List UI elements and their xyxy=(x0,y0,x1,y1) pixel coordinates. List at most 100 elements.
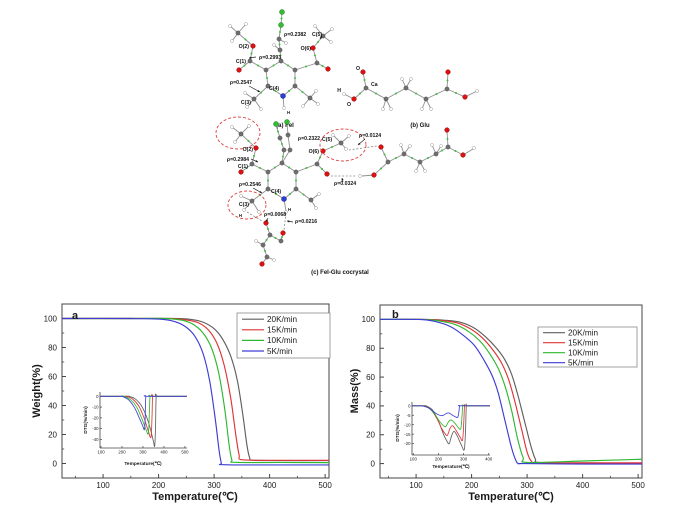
bond-critical-point xyxy=(454,150,457,152)
inset-series-line-15K/min xyxy=(412,404,490,442)
annotation-arrowhead xyxy=(255,159,258,163)
atom-H xyxy=(239,194,243,198)
inset-x-axis-title: Temperature(℃) xyxy=(124,460,162,467)
x-tick-label: 500 xyxy=(318,481,332,490)
atom-C xyxy=(403,85,409,91)
inset-x-tick-label: 300 xyxy=(139,450,147,455)
atom-C xyxy=(279,160,285,166)
y-tick-label: 100 xyxy=(362,315,376,324)
atom-O xyxy=(360,69,366,75)
bond-critical-point xyxy=(288,166,290,169)
x-tick-label: 400 xyxy=(263,481,277,490)
atom-label: C(5) xyxy=(322,137,332,143)
atom-C xyxy=(363,85,369,91)
bond-critical-point xyxy=(275,193,277,195)
atom-H xyxy=(317,192,321,196)
atom-label: Ca xyxy=(371,82,378,88)
panel-letter: a xyxy=(72,310,79,322)
bond-critical-point xyxy=(267,179,269,182)
annotation-arrowhead xyxy=(265,219,269,222)
bond-critical-point xyxy=(375,92,377,95)
y-tick-label: 40 xyxy=(48,401,57,410)
bond-critical-point xyxy=(288,90,290,92)
atom-label: ρ=0.0216 xyxy=(295,219,317,225)
atom-N xyxy=(280,93,286,99)
atom-C xyxy=(287,147,293,153)
atom-O xyxy=(324,171,330,177)
bond-critical-point xyxy=(274,90,277,92)
x-tick-label: 200 xyxy=(152,481,166,490)
bond-critical-point xyxy=(274,166,276,169)
atom-O xyxy=(310,45,316,51)
atom-C xyxy=(278,238,284,244)
subfigure-caption: (c) FeI-Glu cocrystal xyxy=(311,270,369,276)
legend-label: 15K/min xyxy=(267,326,297,335)
atom-O xyxy=(236,67,242,73)
bond-critical-point xyxy=(243,64,246,67)
atom-O xyxy=(238,169,244,175)
atom-C xyxy=(423,96,429,102)
legend-label: 20K/min xyxy=(267,315,297,324)
atom-label: ρ=0.2993 xyxy=(259,55,281,61)
bond-critical-point xyxy=(446,79,449,82)
bond-critical-point xyxy=(260,91,262,94)
atom-H xyxy=(429,107,433,111)
bond-critical-point xyxy=(331,146,333,148)
inset-y-tick-label: 0 xyxy=(96,394,99,399)
inset-y-tick-label: -15 xyxy=(404,432,411,437)
atom-label: C(3) xyxy=(241,100,251,106)
atom-C xyxy=(385,159,391,165)
atom-H xyxy=(314,89,318,93)
atom-label: ρ=0.2546 xyxy=(239,182,261,188)
bond-critical-point xyxy=(321,65,324,67)
atom-label: H xyxy=(287,110,290,115)
atom-H xyxy=(272,43,276,47)
atom-C xyxy=(238,131,244,137)
inset-series-line-5K/min xyxy=(100,395,187,431)
atom-H xyxy=(257,210,261,214)
atom-H xyxy=(330,27,334,31)
bond-critical-point xyxy=(395,92,397,95)
atom-O xyxy=(462,94,468,100)
atom-label: H xyxy=(337,88,341,94)
bond-critical-point xyxy=(305,167,308,169)
atom-label: C(4) xyxy=(271,189,281,195)
x-axis-title: Temperature(℃) xyxy=(152,491,238,503)
x-axis-title: Temperature(℃) xyxy=(468,491,554,503)
annotation-arrowhead xyxy=(319,36,322,39)
fei-molecule: O(2) C(1) ρ=0.2993 ρ=0.2547 C(4) C(3) ρ=0.2382… xyxy=(228,9,334,129)
bond-critical-point xyxy=(415,92,417,95)
atom-C xyxy=(249,161,255,167)
atom-H xyxy=(414,169,418,173)
bond-critical-point xyxy=(301,91,304,93)
atom-H xyxy=(423,169,427,173)
atom-label: C(4) xyxy=(269,86,279,92)
highlight-ellipse xyxy=(215,116,261,150)
atom-L xyxy=(278,22,284,28)
inset-series-line-15K/min xyxy=(100,394,187,439)
inset-y-tick-label: -20 xyxy=(92,415,99,420)
bond-critical-point xyxy=(302,193,305,196)
atom-H xyxy=(243,91,247,95)
y-tick-label: 60 xyxy=(366,373,375,382)
atom-C xyxy=(292,83,298,89)
bond-critical-point xyxy=(435,93,438,95)
bond-critical-point xyxy=(250,52,253,55)
inset-series-line-5K/min xyxy=(412,405,490,419)
atom-H xyxy=(314,206,318,210)
bond-critical-point xyxy=(253,155,255,157)
atom-O xyxy=(325,66,331,72)
atom-C xyxy=(307,95,313,101)
inset-y-tick-label: -10 xyxy=(92,405,99,410)
inset-x-tick-label: 200 xyxy=(435,457,443,462)
bond-critical-point xyxy=(282,155,284,158)
atom-L xyxy=(279,9,285,15)
annotation-arrowhead xyxy=(249,56,252,59)
inset-y-tick-label: 0 xyxy=(408,403,411,408)
inset-x-axis-title: Temperature(℃) xyxy=(432,463,470,470)
inset-x-tick-label: 500 xyxy=(181,450,189,455)
atom-C xyxy=(277,135,283,141)
y-tick-label: 80 xyxy=(366,344,375,353)
subfigure-caption: (b) Glu xyxy=(410,123,430,129)
atom-H xyxy=(389,107,393,111)
